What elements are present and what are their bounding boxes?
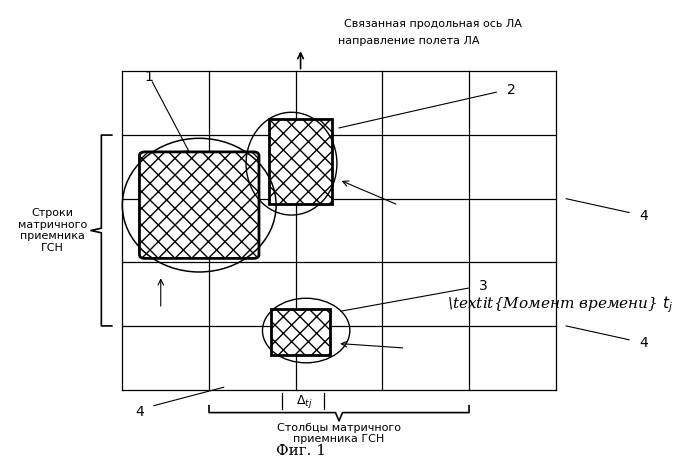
Bar [271,309,331,355]
Text: 3: 3 [479,279,488,293]
Text: \textit{Момент времени} $t_j$: \textit{Момент времени} $t_j$ [447,294,674,314]
FancyBboxPatch shape [139,152,259,258]
Text: Связанная продольная ось ЛА: Связанная продольная ось ЛА [345,19,522,30]
Text: Фиг. 1: Фиг. 1 [275,444,326,458]
Text: 1: 1 [145,70,153,83]
Bar [269,119,332,204]
Text: 2: 2 [507,83,516,97]
Text: 4: 4 [136,405,144,419]
Text: Строки
матричного
приемника
ГСН: Строки матричного приемника ГСН [17,208,87,253]
Bar [271,309,331,355]
Bar [269,119,332,204]
Text: 4: 4 [640,209,649,223]
Text: 4: 4 [640,337,649,350]
Bar [271,309,331,355]
Text: направление полета ЛА: направление полета ЛА [338,35,480,46]
Bar [269,119,332,204]
Text: $\Delta_{tj}$: $\Delta_{tj}$ [296,393,312,409]
Text: Столбцы матричного
приемника ГСН: Столбцы матричного приемника ГСН [277,423,401,444]
